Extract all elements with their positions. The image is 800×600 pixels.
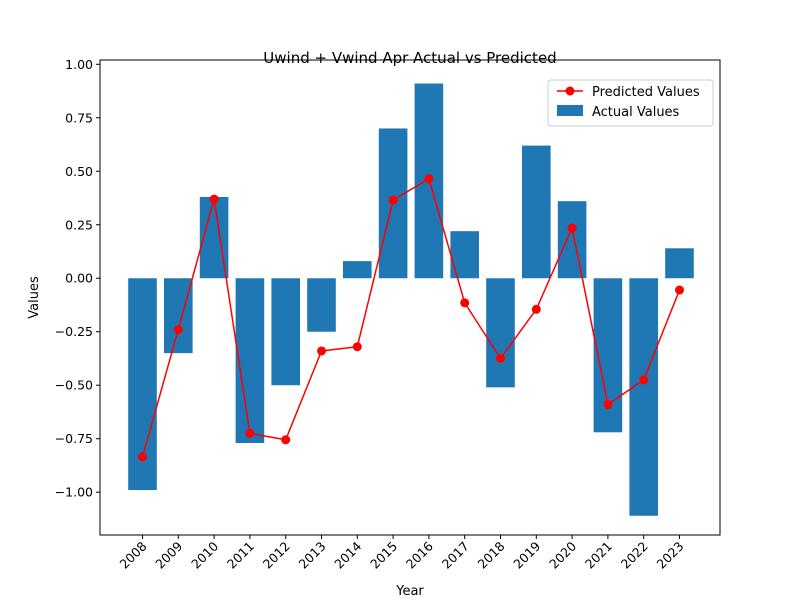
- predicted-line: [141, 177, 681, 458]
- bar-2011: [235, 278, 265, 443]
- bar-2022: [629, 278, 658, 516]
- plot-frame: [99, 59, 721, 536]
- bar-2009: [164, 278, 193, 354]
- predicted-point-2010: [209, 194, 219, 204]
- y-tick-label: 1.00: [65, 57, 93, 72]
- predicted-point-2009: [173, 325, 183, 335]
- predicted-point-2021: [603, 399, 613, 409]
- predicted-point-2019: [531, 304, 541, 314]
- bar-2019: [522, 145, 551, 279]
- bar-2020: [557, 201, 587, 279]
- y-tick-label: 0.25: [65, 217, 93, 232]
- y-tick-label: −0.50: [55, 378, 93, 393]
- predicted-point-2013: [317, 346, 326, 356]
- y-tick-label: 0.75: [65, 110, 93, 125]
- predicted-point-2023: [675, 285, 684, 295]
- bar-2012: [271, 278, 300, 386]
- y-tick-label: −0.75: [55, 431, 93, 446]
- actual-bars: [128, 83, 694, 516]
- predicted-point-2020: [567, 223, 577, 233]
- y-axis-title: Values: [27, 276, 42, 319]
- y-tick-label: −0.25: [55, 324, 93, 339]
- bar-2023: [665, 248, 694, 279]
- y-tick-label: −1.00: [55, 485, 93, 500]
- legend-actual-label: Actual Values: [592, 105, 680, 120]
- bar-2013: [307, 278, 336, 332]
- predicted-point-2008: [138, 452, 147, 462]
- predicted-point-2015: [388, 195, 398, 205]
- predicted-point-2016: [424, 174, 434, 184]
- legend-frame: [547, 79, 714, 127]
- predicted-point-2017: [460, 298, 470, 308]
- y-tick-label: 0.00: [65, 271, 93, 286]
- bar-2014: [343, 261, 372, 279]
- legend-predicted-marker: [565, 86, 575, 96]
- predicted-point-2012: [281, 435, 291, 445]
- bar-2018: [486, 278, 515, 388]
- x-axis-title: Year: [395, 584, 424, 599]
- y-tick-label: 0.50: [65, 164, 93, 179]
- legend-actual-swatch: [557, 105, 583, 116]
- predicted-line-group: [138, 174, 684, 462]
- predicted-point-2022: [639, 375, 649, 385]
- chart-title: Uwind + Vwind Apr Actual vs Predicted: [263, 49, 556, 67]
- legend-predicted-label: Predicted Values: [592, 85, 700, 100]
- bar-2017: [450, 231, 479, 279]
- y-axis-ticks: −1.00 −0.75 −0.50 −0.25 0.00 0.25 0.50 0.75 1.00: [55, 57, 100, 500]
- legend: Predicted Values Actual Values: [547, 79, 714, 127]
- predicted-point-2018: [496, 353, 505, 363]
- predicted-point-2011: [245, 428, 255, 438]
- predicted-point-2014: [352, 342, 362, 352]
